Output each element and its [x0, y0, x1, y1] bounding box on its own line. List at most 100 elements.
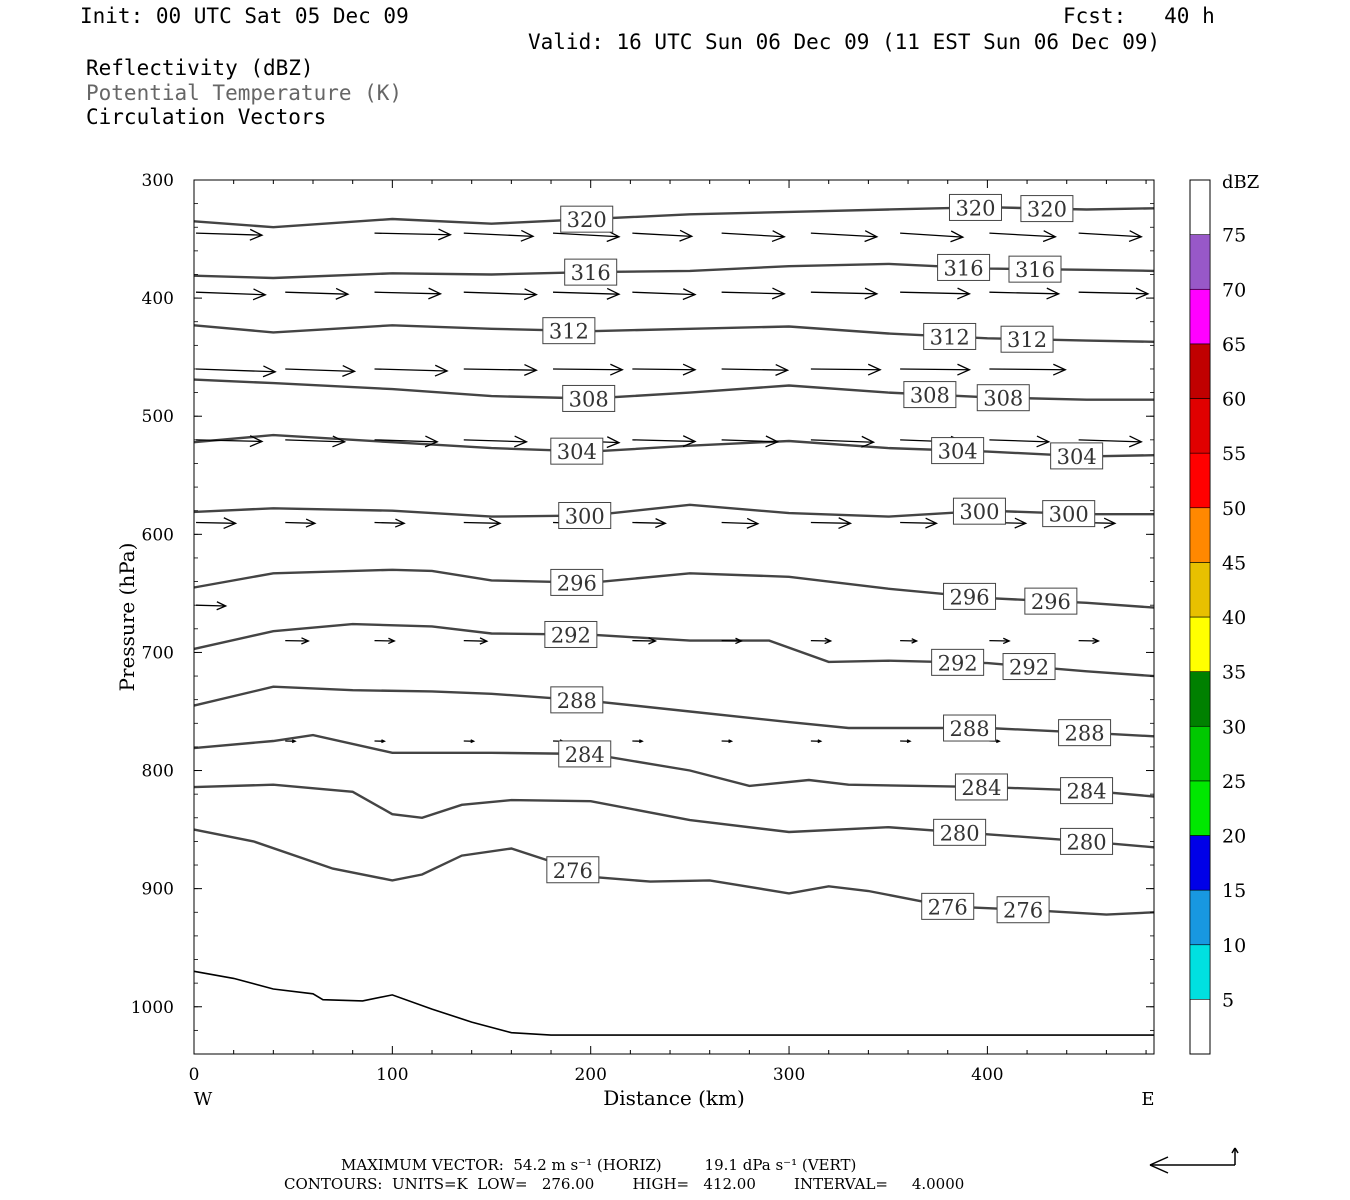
vector-shaft — [900, 291, 970, 295]
field-reflectivity: Reflectivity (dBZ) — [86, 56, 314, 80]
vector-shaft — [1078, 439, 1142, 443]
contour-label-box — [564, 258, 618, 286]
terrain-path — [193, 970, 1154, 1036]
colorbar-swatch — [1189, 780, 1211, 836]
colorbar-swatch — [1189, 616, 1211, 672]
colorbar-level-label: 30 — [1222, 716, 1246, 738]
vector-shaft — [989, 439, 1049, 443]
contour-label-box — [550, 568, 604, 596]
vector-shaft — [810, 368, 881, 371]
vector-shaft — [374, 291, 441, 295]
y-tick-label: 600 — [142, 525, 174, 545]
vector-head — [925, 517, 939, 529]
vector-shaft — [632, 232, 692, 237]
vector-shaft — [900, 368, 970, 371]
contour-line — [193, 433, 1155, 458]
vector-shaft — [1078, 232, 1142, 238]
vector-shaft — [374, 368, 448, 372]
contour-label-box — [943, 714, 997, 742]
contour-label: 312 — [1007, 328, 1047, 352]
vector-head — [864, 287, 879, 300]
colorbar-swatch — [1189, 944, 1211, 1000]
vector-head — [523, 288, 538, 301]
vector-shaft — [810, 232, 877, 238]
contour-info-note: CONTOURS: UNITS=K LOW= 276.00 HIGH= 412.… — [284, 1175, 965, 1193]
vector-shaft — [195, 521, 236, 524]
contour-label: 276 — [928, 895, 968, 919]
contour-label-box — [1020, 195, 1074, 223]
vector-shaft — [721, 439, 778, 443]
vector-head — [610, 363, 624, 376]
vector-head — [1135, 287, 1150, 300]
terrain-line — [193, 970, 1154, 1036]
contour-label: 308 — [569, 387, 609, 411]
vector-head — [1002, 637, 1011, 645]
contour-label-box — [1000, 325, 1054, 353]
vector-head — [682, 288, 697, 301]
vector-head — [428, 287, 443, 300]
vector-head — [771, 287, 786, 300]
vector-head — [1042, 230, 1057, 243]
vector-head — [906, 739, 912, 744]
contour-label: 276 — [553, 859, 593, 883]
vector-head — [728, 739, 734, 744]
vector-shaft — [900, 521, 937, 524]
y-tick-label: 800 — [142, 762, 174, 782]
contour-label: 308 — [910, 384, 950, 408]
colorbar-level-label: 45 — [1222, 552, 1246, 574]
vector-head — [996, 739, 1001, 744]
maximum-vector-note: MAXIMUM VECTOR: 54.2 m s⁻¹ (HORIZ) 19.1 … — [341, 1156, 857, 1174]
contour-label: 316 — [571, 261, 611, 285]
contour-label: 300 — [1049, 503, 1089, 527]
contour-label: 300 — [959, 500, 999, 524]
axis-ticks: 300 400 500 600 700 800 900 1000 0 100 200 300 400 — [131, 171, 1154, 1085]
y-tick-label: 700 — [142, 643, 174, 663]
vector-head — [911, 638, 919, 644]
vector-shaft — [810, 521, 851, 524]
contour-label-box — [1002, 653, 1056, 681]
vector-shaft — [632, 521, 666, 524]
colorbar-level-label: 25 — [1222, 771, 1246, 793]
vector-shaft — [632, 439, 696, 443]
colorbar-swatch — [1189, 562, 1211, 618]
vector-head — [381, 739, 386, 744]
contour-label-box — [948, 193, 1002, 221]
vector-head — [434, 364, 449, 377]
vector-head — [424, 435, 439, 448]
colorbar-level-label: 15 — [1222, 880, 1246, 902]
vector-head — [1092, 637, 1101, 645]
vector-shaft — [463, 439, 527, 443]
contour-label-box — [542, 317, 596, 345]
contour-label-box — [996, 896, 1050, 924]
vector-head — [520, 229, 535, 242]
vector-head — [335, 287, 350, 300]
contour-line — [193, 205, 1155, 229]
contour-label: 280 — [1067, 830, 1107, 854]
contour-line — [193, 783, 1155, 849]
vector-head — [861, 435, 876, 448]
contour-label: 292 — [551, 623, 591, 647]
vector-shaft — [463, 232, 534, 237]
valid-time: Valid: 16 UTC Sun 06 Dec 09 (11 EST Sun … — [528, 30, 1161, 54]
contour-label: 300 — [565, 504, 605, 528]
vector-head — [957, 287, 972, 300]
colorbar-swatch — [1189, 889, 1211, 946]
vector-shaft — [195, 439, 263, 443]
vector-head — [735, 637, 744, 645]
contour-label: 292 — [938, 651, 978, 675]
x-axis-label: Distance (km) — [603, 1086, 745, 1110]
contour-label: 304 — [1057, 445, 1097, 469]
vector-head — [438, 228, 452, 241]
contour-label-box — [1050, 442, 1104, 470]
vector-shaft — [553, 368, 623, 371]
contour-label-box — [544, 620, 598, 648]
vector-head — [262, 365, 277, 378]
colorbar-swatch — [1189, 452, 1211, 509]
vector-shaft — [721, 521, 758, 525]
contour-line — [193, 568, 1155, 609]
contour-label: 288 — [1065, 722, 1105, 746]
vector-head — [639, 739, 644, 744]
contour-label: 320 — [1027, 198, 1067, 222]
vector-head — [648, 637, 658, 645]
vector-shaft — [195, 291, 266, 296]
